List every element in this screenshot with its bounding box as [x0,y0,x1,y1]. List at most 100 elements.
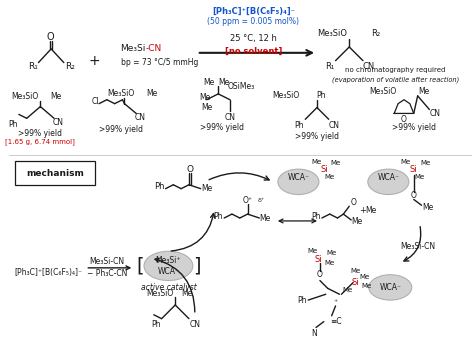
Text: O: O [186,164,193,174]
Text: Cl: Cl [91,97,99,106]
Text: CN: CN [363,62,375,71]
Text: CN: CN [225,113,236,122]
Text: Me: Me [201,184,212,193]
Text: CN: CN [430,109,441,118]
Text: 25 °C, 12 h: 25 °C, 12 h [230,34,277,43]
Text: Me: Me [199,93,210,102]
Text: Me₃SiO: Me₃SiO [146,289,173,298]
Text: Me: Me [360,274,370,280]
Text: Me: Me [401,159,411,165]
Text: Ph: Ph [311,211,321,220]
Text: Ph: Ph [151,320,161,329]
Text: WCA⁻: WCA⁻ [379,283,401,292]
Text: Me₃SiO: Me₃SiO [107,89,134,98]
Text: Me₃SiO: Me₃SiO [317,29,347,38]
Text: Si: Si [314,254,322,264]
Text: -CN: -CN [146,44,162,54]
Text: Me: Me [307,248,317,254]
Text: Me: Me [414,174,425,180]
Text: WCA⁻: WCA⁻ [377,174,399,182]
Text: +: + [88,54,100,68]
Text: Me₃SiO: Me₃SiO [11,92,38,101]
Text: >99% yield: >99% yield [200,122,244,132]
Text: CN: CN [53,118,64,127]
Text: WCA⁻: WCA⁻ [287,174,310,182]
Ellipse shape [369,275,412,300]
Text: R₁: R₁ [27,62,37,71]
Text: R₂: R₂ [371,29,380,38]
Text: Ph: Ph [295,121,304,130]
Text: − Ph₃C-CN: − Ph₃C-CN [87,269,127,278]
Text: R₂: R₂ [65,62,74,71]
Text: Me: Me [260,214,271,223]
Text: Si: Si [351,278,359,287]
Text: >99% yield: >99% yield [392,122,436,132]
Text: CN: CN [329,121,340,130]
Text: Si: Si [320,164,328,174]
Text: δ⁺: δ⁺ [258,198,265,203]
Text: O: O [411,191,417,200]
Text: R₁: R₁ [325,62,334,71]
Text: ⁺: ⁺ [334,298,337,307]
Text: Ph: Ph [155,182,165,191]
Text: Me: Me [146,89,157,98]
Text: O: O [317,270,323,279]
Text: [1.65 g, 6.74 mmol]: [1.65 g, 6.74 mmol] [6,138,75,145]
Text: Me₃SiO: Me₃SiO [272,91,300,100]
Text: Me: Me [327,250,337,256]
Text: O: O [401,115,407,124]
Text: WCA⁻: WCA⁻ [157,267,180,276]
Text: Me: Me [362,284,372,289]
Text: ≡C: ≡C [330,317,341,326]
Text: Me₃Si-CN: Me₃Si-CN [89,258,124,266]
Text: Me: Me [325,260,335,266]
Text: Me: Me [351,217,363,226]
Text: >99% yield: >99% yield [18,130,63,139]
Text: Me₃Si⁺: Me₃Si⁺ [155,256,181,265]
Text: O: O [46,32,54,42]
Text: Me₃Si: Me₃Si [120,44,146,54]
Text: Me: Me [420,160,430,166]
Text: Me₃SiO: Me₃SiO [369,88,396,96]
Text: Me: Me [182,289,192,298]
Text: [no solvent]: [no solvent] [225,46,282,55]
Text: (evaporation of volatile after reaction): (evaporation of volatile after reaction) [331,77,459,84]
Ellipse shape [278,169,319,195]
Text: +: + [359,206,366,215]
Ellipse shape [144,251,193,281]
Text: Me: Me [311,159,321,165]
Text: Me: Me [50,92,62,101]
Text: mechanism: mechanism [26,169,84,177]
Text: >99% yield: >99% yield [295,132,339,141]
Text: [Ph₃C]⁺[B(C₆F₅)₄]⁻: [Ph₃C]⁺[B(C₆F₅)₄]⁻ [212,7,295,16]
Text: Ph: Ph [316,91,326,100]
Text: Me: Me [342,287,352,293]
Text: Me: Me [325,174,335,180]
Text: CN: CN [189,320,201,329]
Text: Me: Me [201,103,212,112]
Text: [Ph₃C]⁺[B(C₆F₅)₄]⁻: [Ph₃C]⁺[B(C₆F₅)₄]⁻ [14,268,82,277]
FancyBboxPatch shape [15,161,95,185]
Text: Me: Me [365,206,376,215]
Text: O: O [350,198,356,207]
Text: N: N [311,329,317,338]
Text: [: [ [137,257,144,275]
Text: OSiMe₃: OSiMe₃ [228,82,255,91]
Ellipse shape [368,169,409,195]
Text: >99% yield: >99% yield [99,125,143,134]
Text: Ph: Ph [298,296,307,304]
Text: Me: Me [350,268,360,274]
Text: (50 ppm = 0.005 mol%): (50 ppm = 0.005 mol%) [208,17,300,26]
Text: Si: Si [410,164,418,174]
Text: Me: Me [418,88,429,96]
Text: no chromatography required: no chromatography required [345,68,446,74]
Text: Me: Me [219,78,230,87]
Text: O⁺: O⁺ [243,196,253,205]
Text: Ph: Ph [213,211,223,220]
Text: bp = 73 °C/5 mmHg: bp = 73 °C/5 mmHg [120,58,198,67]
Text: Me: Me [422,203,433,212]
Text: ]: ] [193,257,201,275]
Text: Ph: Ph [8,120,18,129]
Text: Me: Me [203,78,214,87]
Text: CN: CN [135,113,146,122]
